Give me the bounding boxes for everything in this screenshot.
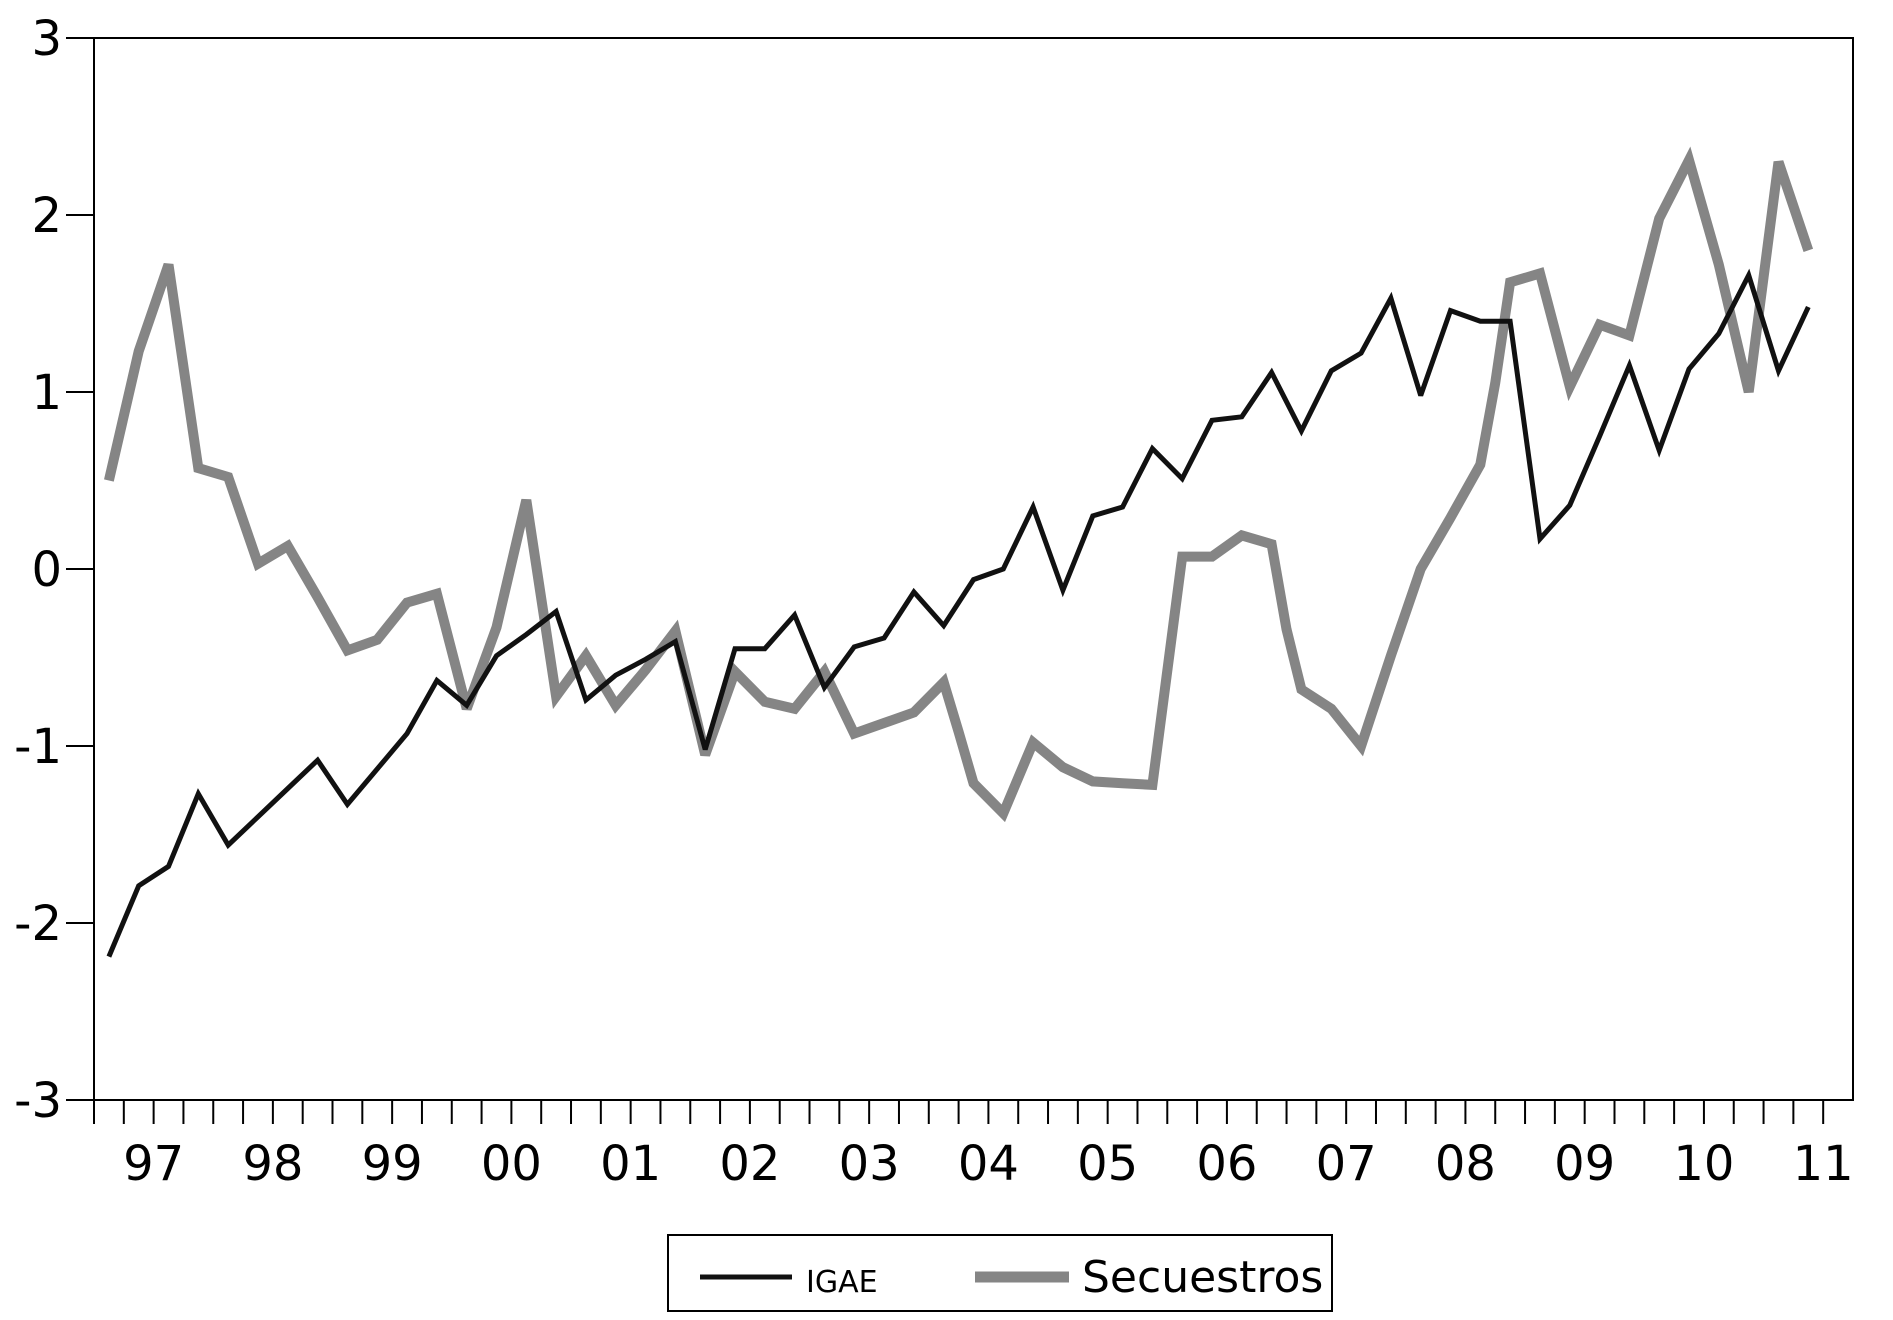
plot-frame (93, 37, 1854, 1101)
x-tick-label: 01 (600, 1136, 661, 1192)
series-line-igae (106, 268, 1811, 958)
x-tick-label: 11 (1793, 1136, 1854, 1192)
x-tick-label: 03 (839, 1136, 900, 1192)
legend: IGAE Secuestros (667, 1234, 1333, 1312)
x-tick-label: 06 (1196, 1136, 1257, 1192)
y-tick-label: -2 (14, 896, 62, 952)
x-tick-label: 99 (362, 1136, 423, 1192)
x-tick-label: 09 (1554, 1136, 1615, 1192)
y-tick-label: 3 (31, 11, 62, 67)
x-axis: 97 98 99 00 01 02 03 04 05 06 07 08 09 10 11 (93, 1100, 1854, 1192)
legend-label-igae: IGAE (806, 1265, 878, 1300)
x-tick-label: 08 (1435, 1136, 1496, 1192)
y-axis: 3 2 1 0 -1 -2 -3 (14, 11, 94, 1129)
y-tick-label: 0 (31, 542, 62, 598)
x-tick-label: 05 (1077, 1136, 1138, 1192)
legend-label-secuestros: Secuestros (1082, 1252, 1323, 1303)
legend-box (667, 1234, 1333, 1312)
y-tick-label: 1 (31, 365, 62, 421)
x-tick-label: 07 (1316, 1136, 1377, 1192)
x-tick-label: 97 (123, 1136, 184, 1192)
series-line-secuestros (104, 146, 1814, 823)
y-tick-label: -1 (14, 719, 62, 775)
x-tick-label: 00 (481, 1136, 542, 1192)
y-tick-label: -3 (14, 1073, 62, 1129)
x-tick-label: 98 (242, 1136, 303, 1192)
x-tick-label: 02 (719, 1136, 780, 1192)
x-tick-label: 04 (958, 1136, 1019, 1192)
y-tick-label: 2 (31, 188, 62, 244)
series-layer (104, 146, 1814, 958)
x-tick-label: 10 (1673, 1136, 1734, 1192)
